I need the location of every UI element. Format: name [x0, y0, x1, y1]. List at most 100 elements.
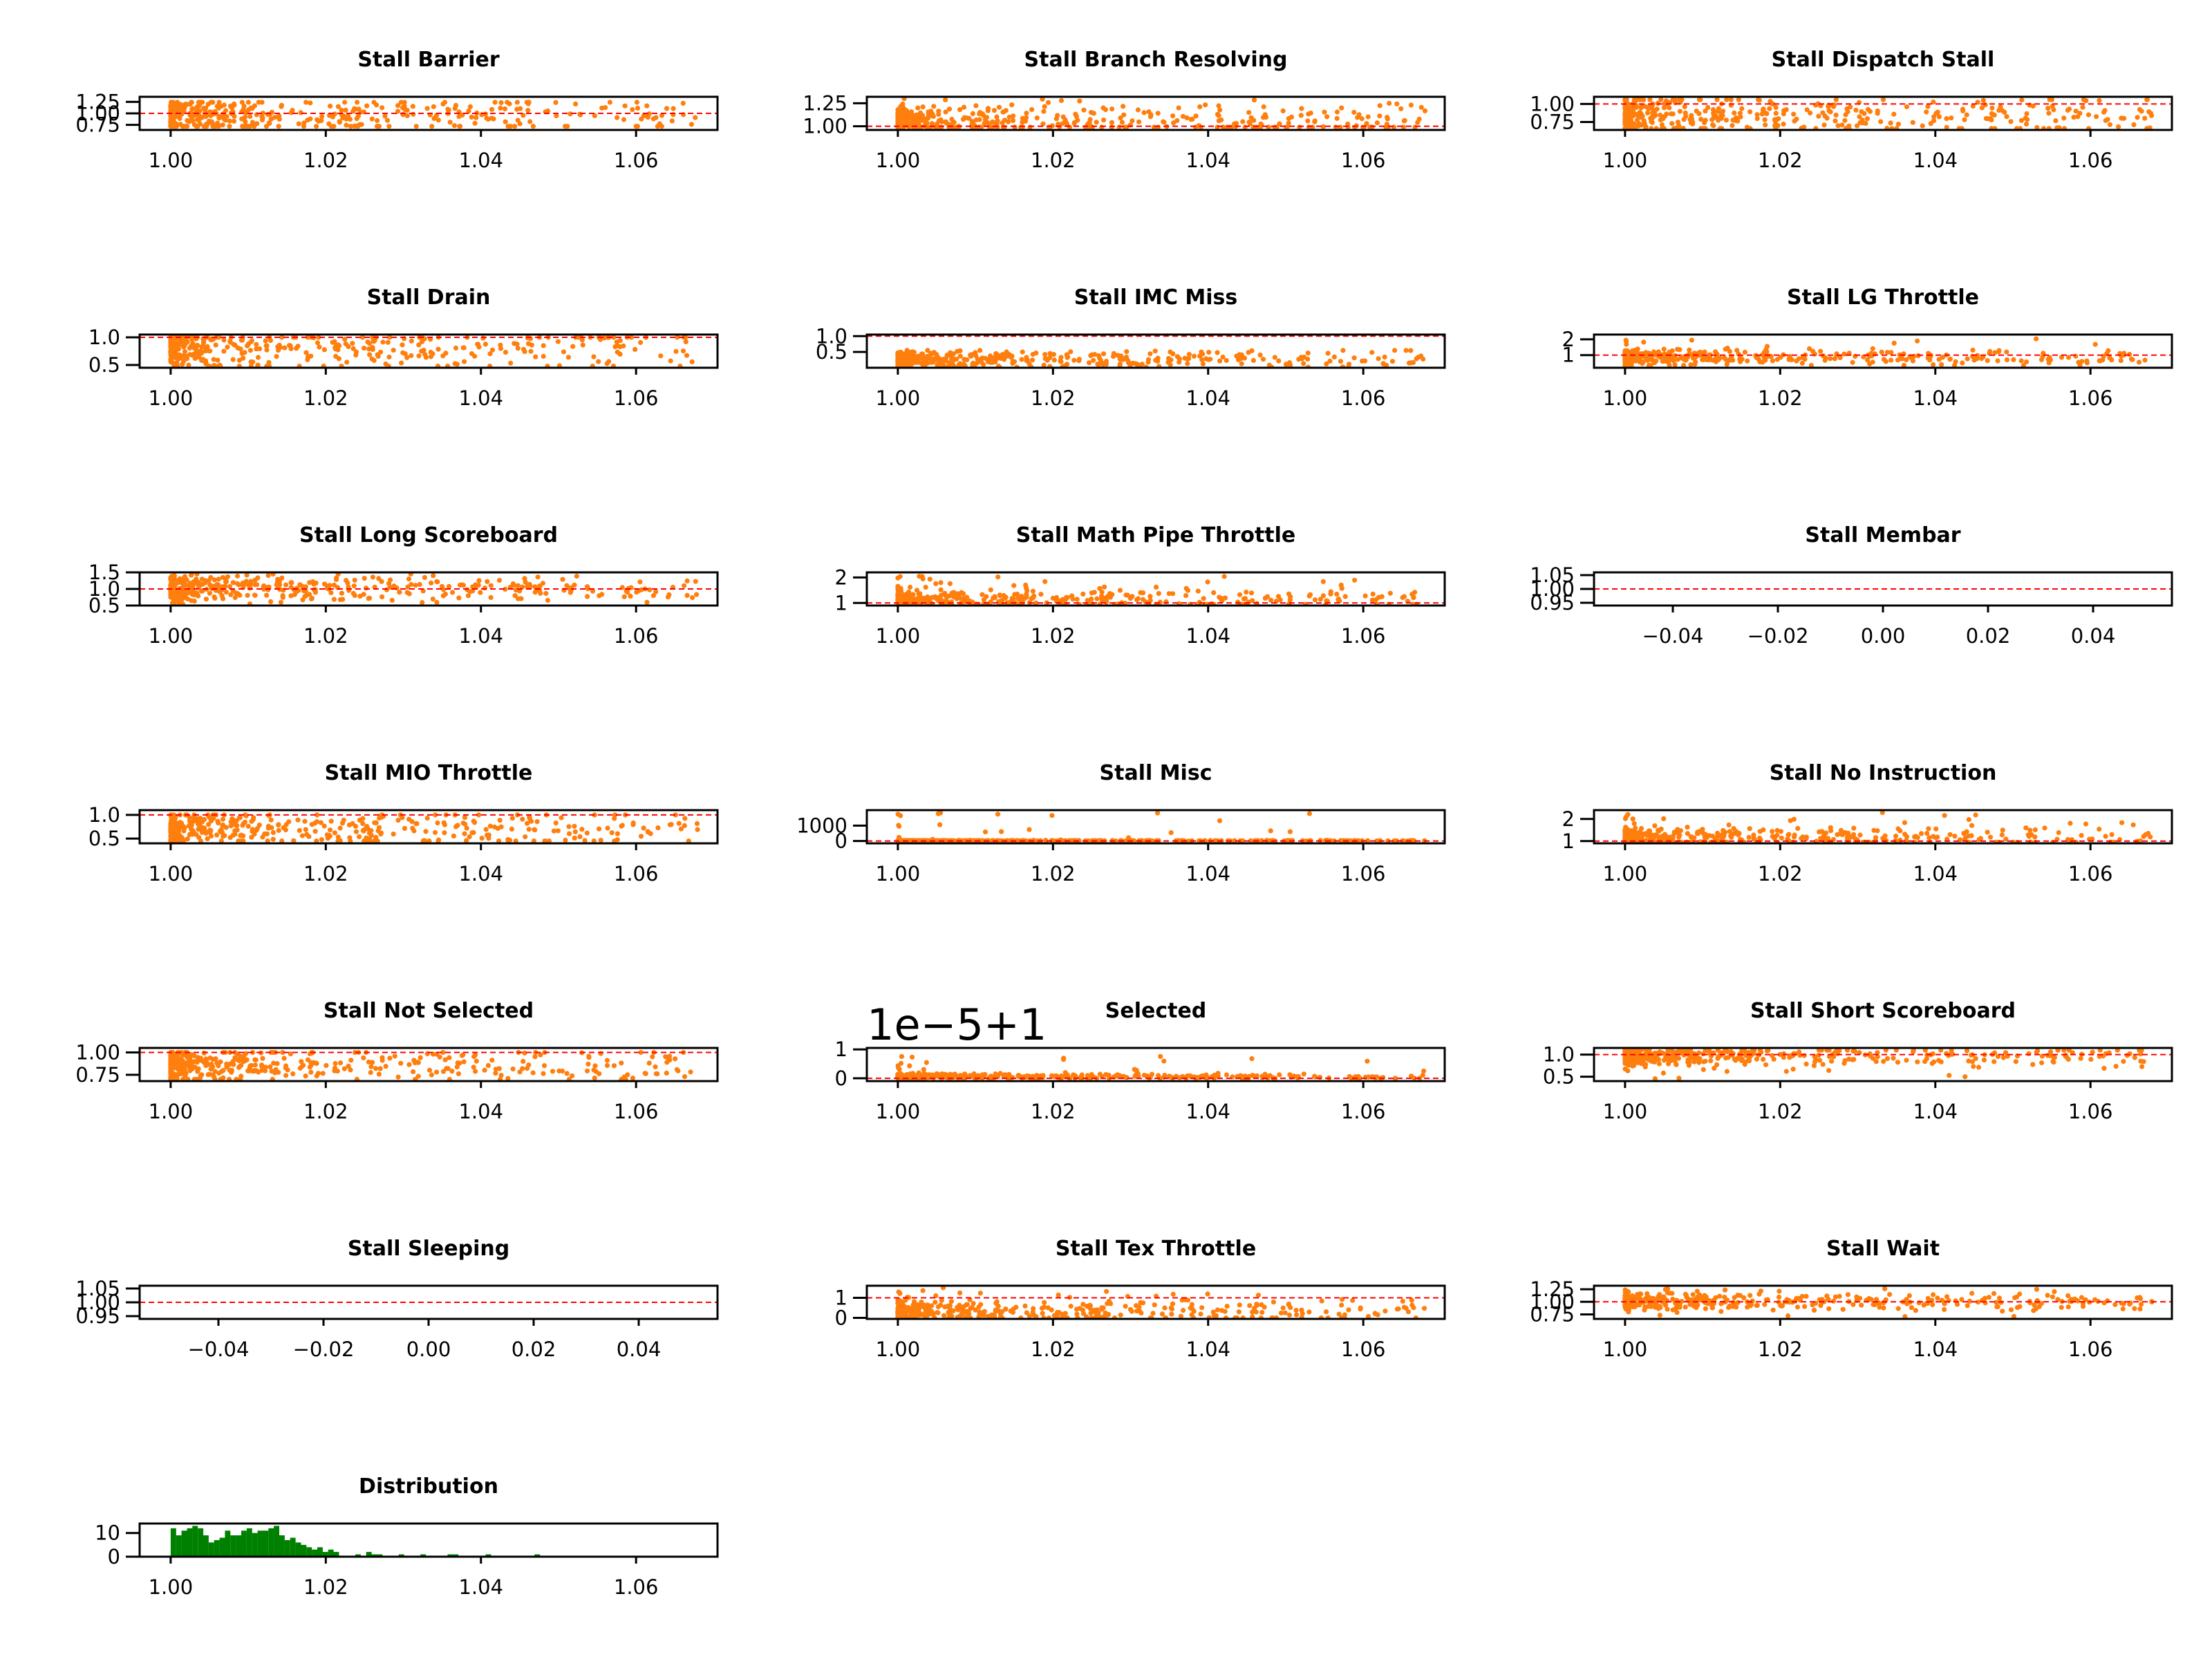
- data-point: [1808, 110, 1813, 116]
- data-point: [228, 592, 234, 597]
- plot-area: [867, 810, 1445, 843]
- data-point: [1023, 582, 1029, 588]
- data-point: [1257, 352, 1263, 358]
- data-point: [947, 581, 953, 586]
- data-point: [451, 833, 457, 838]
- x-tick-label: −0.04: [1642, 624, 1704, 648]
- data-point: [1656, 834, 1661, 839]
- x-tick-label: 1.00: [876, 386, 921, 410]
- data-point: [348, 124, 353, 129]
- data-point: [1328, 591, 1333, 597]
- data-point: [1915, 338, 1920, 344]
- data-point: [2045, 106, 2051, 111]
- data-point: [1672, 97, 1678, 102]
- data-point: [180, 339, 186, 345]
- data-point: [988, 587, 993, 592]
- data-point: [387, 335, 393, 340]
- data-point: [1408, 348, 1414, 353]
- data-point: [1781, 121, 1786, 127]
- data-point: [932, 356, 937, 362]
- data-point: [1849, 834, 1855, 839]
- data-point: [460, 345, 466, 350]
- data-point: [447, 1055, 452, 1060]
- data-point: [210, 583, 216, 589]
- data-point: [1971, 357, 1977, 363]
- data-point: [450, 590, 456, 595]
- data-point: [1663, 98, 1669, 104]
- y-tick-label: 0.5: [88, 827, 120, 850]
- y-tick-label: 1.0: [88, 577, 120, 601]
- data-point: [1625, 357, 1631, 363]
- data-point: [1042, 352, 1048, 357]
- data-point: [1080, 591, 1086, 597]
- data-point: [1926, 353, 1931, 359]
- x-tick-label: 1.04: [458, 624, 503, 648]
- data-point: [1094, 120, 1099, 125]
- data-point: [615, 349, 620, 355]
- data-point: [528, 348, 534, 354]
- data-point: [1006, 114, 1012, 120]
- data-point: [376, 576, 382, 581]
- data-point: [297, 827, 302, 833]
- data-point: [168, 338, 174, 344]
- data-point: [1633, 825, 1638, 831]
- data-point: [534, 819, 540, 825]
- data-point: [374, 124, 380, 129]
- data-point: [1689, 113, 1694, 118]
- data-point: [951, 120, 957, 125]
- data-point: [1875, 111, 1880, 116]
- data-point: [1746, 834, 1752, 840]
- data-point: [1010, 361, 1015, 366]
- data-point: [1286, 115, 1291, 122]
- data-point: [470, 584, 476, 590]
- data-point: [234, 573, 241, 579]
- axes-frame: [865, 571, 1446, 607]
- data-point: [624, 588, 629, 594]
- data-point: [1201, 596, 1206, 601]
- data-point: [950, 351, 956, 357]
- data-point: [1147, 351, 1153, 357]
- data-point: [1678, 828, 1683, 834]
- data-point: [309, 596, 315, 602]
- data-point: [1019, 598, 1024, 603]
- data-point: [962, 357, 967, 362]
- data-point: [1027, 362, 1032, 367]
- data-point: [932, 594, 938, 599]
- data-point: [192, 816, 198, 822]
- data-point: [597, 826, 602, 832]
- plot-area: [867, 97, 1445, 130]
- data-point: [2073, 109, 2079, 114]
- data-point: [1622, 831, 1628, 836]
- data-point: [1902, 820, 1907, 825]
- data-point: [1234, 120, 1239, 126]
- data-point: [248, 579, 254, 584]
- data-point: [908, 584, 913, 590]
- subplot: Stall Membar−0.04 −0.02 0.00 0.02 0.040.951.…: [1530, 523, 2173, 648]
- data-point: [1035, 838, 1040, 843]
- data-point: [619, 823, 625, 828]
- data-point: [682, 335, 688, 340]
- data-point: [895, 359, 901, 365]
- data-point: [1206, 350, 1212, 355]
- data-point: [435, 837, 442, 843]
- data-point: [577, 834, 583, 839]
- data-point: [1629, 832, 1634, 838]
- data-point: [2119, 820, 2125, 825]
- y-tick-label: 1.0: [88, 803, 120, 827]
- data-point: [1643, 125, 1649, 130]
- data-point: [1109, 120, 1115, 125]
- data-point: [1356, 112, 1362, 118]
- data-point: [168, 574, 174, 580]
- data-point: [1910, 120, 1915, 125]
- data-point: [1042, 579, 1048, 584]
- data-point: [1065, 362, 1070, 367]
- subplot-title: Stall Misc: [1100, 761, 1212, 785]
- data-point: [169, 349, 174, 355]
- data-point: [382, 113, 388, 119]
- data-point: [1732, 110, 1737, 116]
- data-point: [1698, 352, 1704, 357]
- data-point: [1240, 119, 1246, 124]
- data-point: [196, 354, 202, 360]
- data-point: [204, 124, 209, 129]
- data-point: [467, 834, 472, 840]
